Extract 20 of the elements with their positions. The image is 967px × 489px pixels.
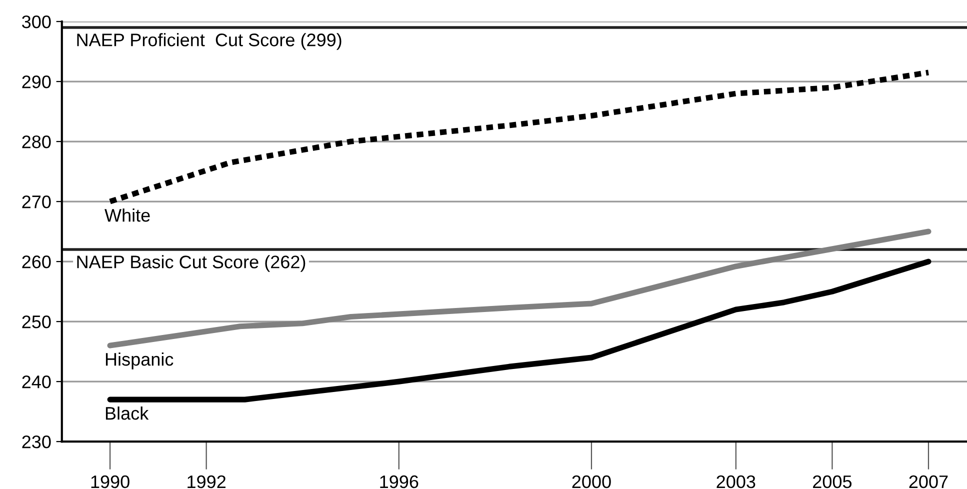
series-label: White [104, 208, 150, 222]
y-tick-label: 290 [22, 75, 51, 88]
x-tick-label: 2005 [813, 475, 852, 488]
ref-line-label: NAEP Basic Cut Score (262) [77, 255, 306, 272]
ref-line-label: NAEP Proficient Cut Score (299) [77, 33, 342, 50]
series-label: Hispanic [106, 352, 174, 370]
series-label: Black [106, 406, 149, 420]
x-tick-label: 1992 [188, 475, 226, 488]
x-tick-label: 1996 [380, 475, 418, 488]
y-tick-label: 230 [22, 436, 51, 448]
y-tick-label: 250 [22, 315, 51, 328]
y-tick-label: 240 [22, 375, 51, 388]
y-tick-label: 270 [22, 195, 51, 208]
y-tick-label: 260 [22, 255, 51, 268]
y-tick-label: 280 [22, 135, 51, 148]
x-tick-label: 2003 [716, 475, 756, 488]
x-tick-label: 2000 [572, 475, 611, 488]
x-tick-label: 1990 [91, 475, 130, 488]
x-tick-label: 2007 [909, 475, 948, 488]
y-tick-label: 300 [22, 15, 51, 28]
